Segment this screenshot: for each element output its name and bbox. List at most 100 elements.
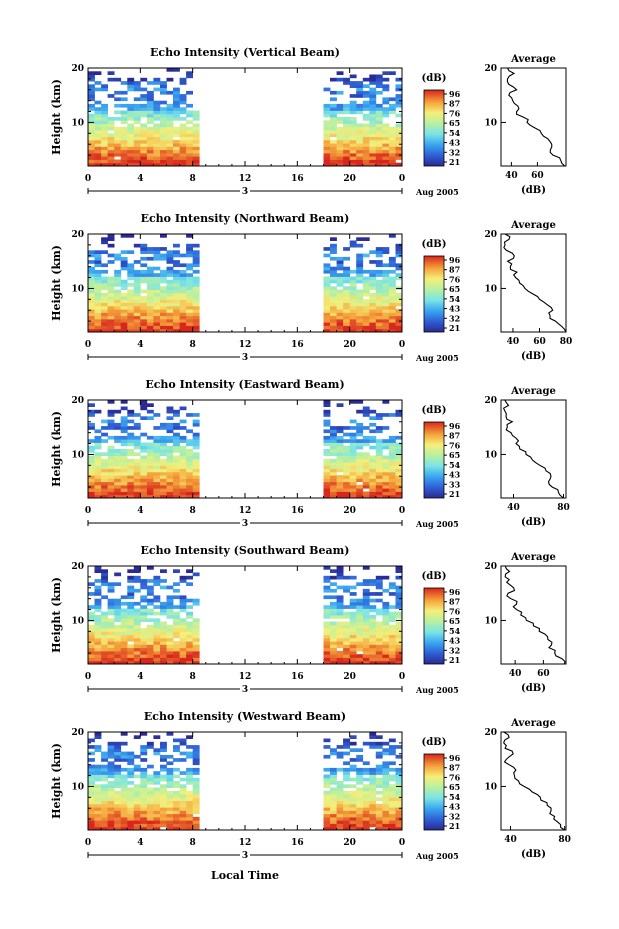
heatmap-cell — [179, 650, 187, 655]
heatmap-cell — [153, 790, 161, 795]
heatmap-cell — [120, 103, 128, 108]
heatmap-cell — [356, 328, 364, 333]
heatmap-cell — [323, 149, 331, 154]
heatmap-cell — [186, 637, 193, 642]
heatmap-cell — [94, 471, 102, 476]
heatmap-cell — [127, 595, 135, 600]
heatmap-cell — [343, 588, 350, 593]
heatmap-cell — [336, 462, 344, 466]
heatmap-cell — [101, 611, 108, 616]
heatmap-cell — [395, 315, 403, 320]
heatmap-cell — [173, 790, 180, 795]
heatmap-cell — [382, 465, 390, 469]
heatmap-cell — [349, 452, 357, 456]
heatmap-cell — [330, 458, 337, 463]
heatmap-cell — [88, 309, 95, 313]
average-y-tick-label: 20 — [484, 396, 497, 406]
heatmap-cell — [336, 315, 344, 320]
heatmap-cell — [388, 296, 396, 300]
heatmap-cell — [375, 468, 383, 473]
heatmap-cell — [323, 87, 331, 92]
heatmap-cell — [94, 494, 102, 499]
heatmap-cell — [375, 634, 383, 639]
heatmap-cell — [94, 823, 102, 828]
heatmap-cell — [88, 462, 95, 466]
heatmap-cell — [107, 143, 115, 147]
heatmap-cell — [153, 751, 161, 756]
heatmap-cell — [336, 797, 344, 801]
heatmap-cell — [107, 761, 115, 766]
heatmap-cell — [173, 130, 180, 134]
colorbar-tick-label: 32 — [449, 313, 460, 323]
heatmap-cell — [323, 419, 331, 424]
heatmap-cell — [153, 322, 161, 326]
heatmap-cell — [88, 312, 95, 317]
heatmap-cell — [166, 318, 174, 323]
panel-title: Echo Intensity (Westward Beam) — [144, 710, 346, 723]
heatmap-cell — [114, 426, 122, 430]
heatmap-cell — [101, 152, 108, 157]
heatmap-cell — [179, 452, 187, 456]
heatmap-cell — [120, 650, 128, 655]
heatmap-cell — [146, 628, 154, 632]
heatmap-cell — [343, 644, 350, 649]
heatmap-cell — [94, 273, 102, 277]
heatmap-cell — [127, 647, 135, 652]
heatmap-cell — [127, 107, 135, 111]
heatmap-cell — [388, 657, 396, 662]
heatmap-cell — [330, 325, 337, 330]
colorbar-tick-label: 54 — [449, 460, 461, 470]
heatmap-cell — [127, 435, 135, 440]
heatmap-cell — [186, 152, 193, 157]
heatmap-cell — [369, 790, 377, 795]
heatmap-cell — [101, 771, 108, 775]
heatmap-cell — [369, 732, 377, 736]
heatmap-cell — [336, 305, 344, 310]
heatmap-cell — [88, 650, 95, 655]
heatmap-cell — [395, 816, 403, 821]
heatmap-cell — [166, 654, 174, 658]
heatmap-cell — [330, 810, 337, 815]
heatmap-cell — [88, 422, 95, 427]
heatmap-cell — [343, 110, 350, 115]
heatmap-cell — [343, 767, 350, 772]
heatmap-cell — [382, 100, 390, 105]
heatmap-cell — [336, 641, 344, 645]
heatmap-cell — [336, 491, 344, 496]
heatmap-cell — [375, 777, 383, 782]
heatmap-cell — [101, 475, 108, 479]
heatmap-cell — [127, 754, 135, 759]
heatmap-cell — [146, 103, 154, 108]
heatmap-cell — [94, 637, 102, 642]
heatmap-cell — [375, 657, 383, 662]
y-tick-label: 20 — [71, 230, 84, 240]
heatmap-cell — [146, 328, 154, 333]
average-x-tick-label: 80 — [560, 337, 573, 347]
heatmap-cell — [186, 624, 193, 629]
heatmap-cell — [101, 579, 108, 583]
heatmap-cell — [140, 611, 148, 616]
colorbar-unit: (dB) — [422, 239, 447, 250]
heatmap-cell — [127, 234, 135, 238]
heatmap-cell — [173, 107, 180, 111]
heatmap-cell — [369, 488, 377, 492]
heatmap-cell — [107, 588, 115, 593]
heatmap-cell — [127, 136, 135, 141]
heatmap-cell — [146, 494, 154, 499]
heatmap-cell — [330, 322, 337, 326]
heatmap-cell — [140, 136, 148, 141]
heatmap-cell — [369, 797, 377, 801]
heatmap-cell — [153, 826, 161, 831]
heatmap-cell — [120, 299, 128, 303]
heatmap-cell — [133, 243, 141, 248]
heatmap-cell — [186, 315, 193, 320]
heatmap-cell — [186, 803, 193, 808]
heatmap-cell — [101, 286, 108, 290]
x-tick-label: 8 — [190, 838, 196, 848]
heatmap-cell — [388, 826, 396, 831]
heatmap-cell — [343, 641, 350, 645]
heatmap-cell — [323, 269, 331, 274]
heatmap-cell — [356, 445, 364, 450]
heatmap-cell — [127, 650, 135, 655]
heatmap-cell — [362, 621, 370, 626]
